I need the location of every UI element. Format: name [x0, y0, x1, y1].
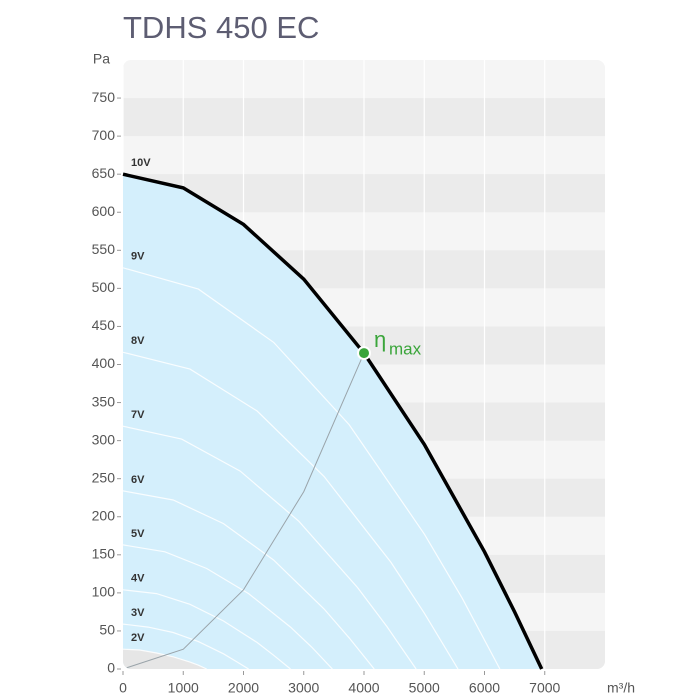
efficiency-point: [357, 346, 371, 361]
y-tick-label: 250: [92, 469, 116, 485]
y-tick-label: 700: [92, 127, 116, 143]
x-axis-label: m³/h: [607, 680, 635, 696]
curve-label: 9V: [131, 251, 145, 263]
x-tick-label: 3000: [288, 680, 319, 696]
x-tick-label: 0: [119, 680, 127, 696]
y-tick-label: 350: [92, 393, 116, 409]
curve: [123, 267, 501, 669]
y-tick-label: 300: [92, 431, 116, 447]
y-tick-label: 0: [107, 660, 115, 676]
y-tick-label: 100: [92, 584, 116, 600]
curve: [123, 351, 459, 669]
operating-area: [123, 174, 542, 669]
efficiency-line: [123, 352, 365, 669]
y-tick-label: 200: [92, 507, 116, 523]
curve-label: 7V: [131, 409, 145, 421]
curve-label: 8V: [131, 335, 145, 347]
y-axis-label: Pa: [93, 51, 110, 67]
curve: [123, 623, 249, 669]
curve: [123, 425, 417, 669]
curve-label: 3V: [131, 607, 145, 619]
curve: [123, 648, 207, 669]
y-tick-label: 450: [92, 317, 116, 333]
efficiency-subscript: max: [389, 340, 422, 359]
y-tick-label: 650: [92, 165, 116, 181]
curve-label: 2V: [131, 632, 145, 644]
y-tick-label: 400: [92, 355, 116, 371]
curve: [123, 544, 333, 669]
chart-title: TDHS 450 EC: [123, 10, 319, 45]
x-tick-label: 5000: [409, 680, 440, 696]
x-tick-label: 4000: [348, 680, 379, 696]
curve: [123, 589, 291, 669]
curve-label: 6V: [131, 474, 145, 486]
y-tick-label: 150: [92, 546, 116, 562]
curve: [123, 490, 375, 669]
curve-label: 5V: [131, 528, 145, 540]
y-tick-label: 750: [92, 89, 116, 105]
x-tick-label: 1000: [168, 680, 199, 696]
plot-area: [123, 60, 605, 669]
y-tick-label: 600: [92, 203, 116, 219]
x-tick-label: 6000: [469, 680, 500, 696]
y-tick-label: 50: [99, 622, 115, 638]
overlay: 0 50 100 150 200 250 300 350 400 450 500 550 600 650 7…: [92, 89, 561, 696]
y-tick-label: 500: [92, 279, 116, 295]
curve-label: 10V: [131, 157, 151, 169]
y-tick-label: 550: [92, 241, 116, 257]
curve-label: 4V: [131, 573, 145, 585]
x-tick-label: 2000: [228, 680, 259, 696]
x-tick-label: 7000: [529, 680, 560, 696]
efficiency-symbol: η: [374, 327, 386, 352]
low-area: [123, 649, 207, 669]
